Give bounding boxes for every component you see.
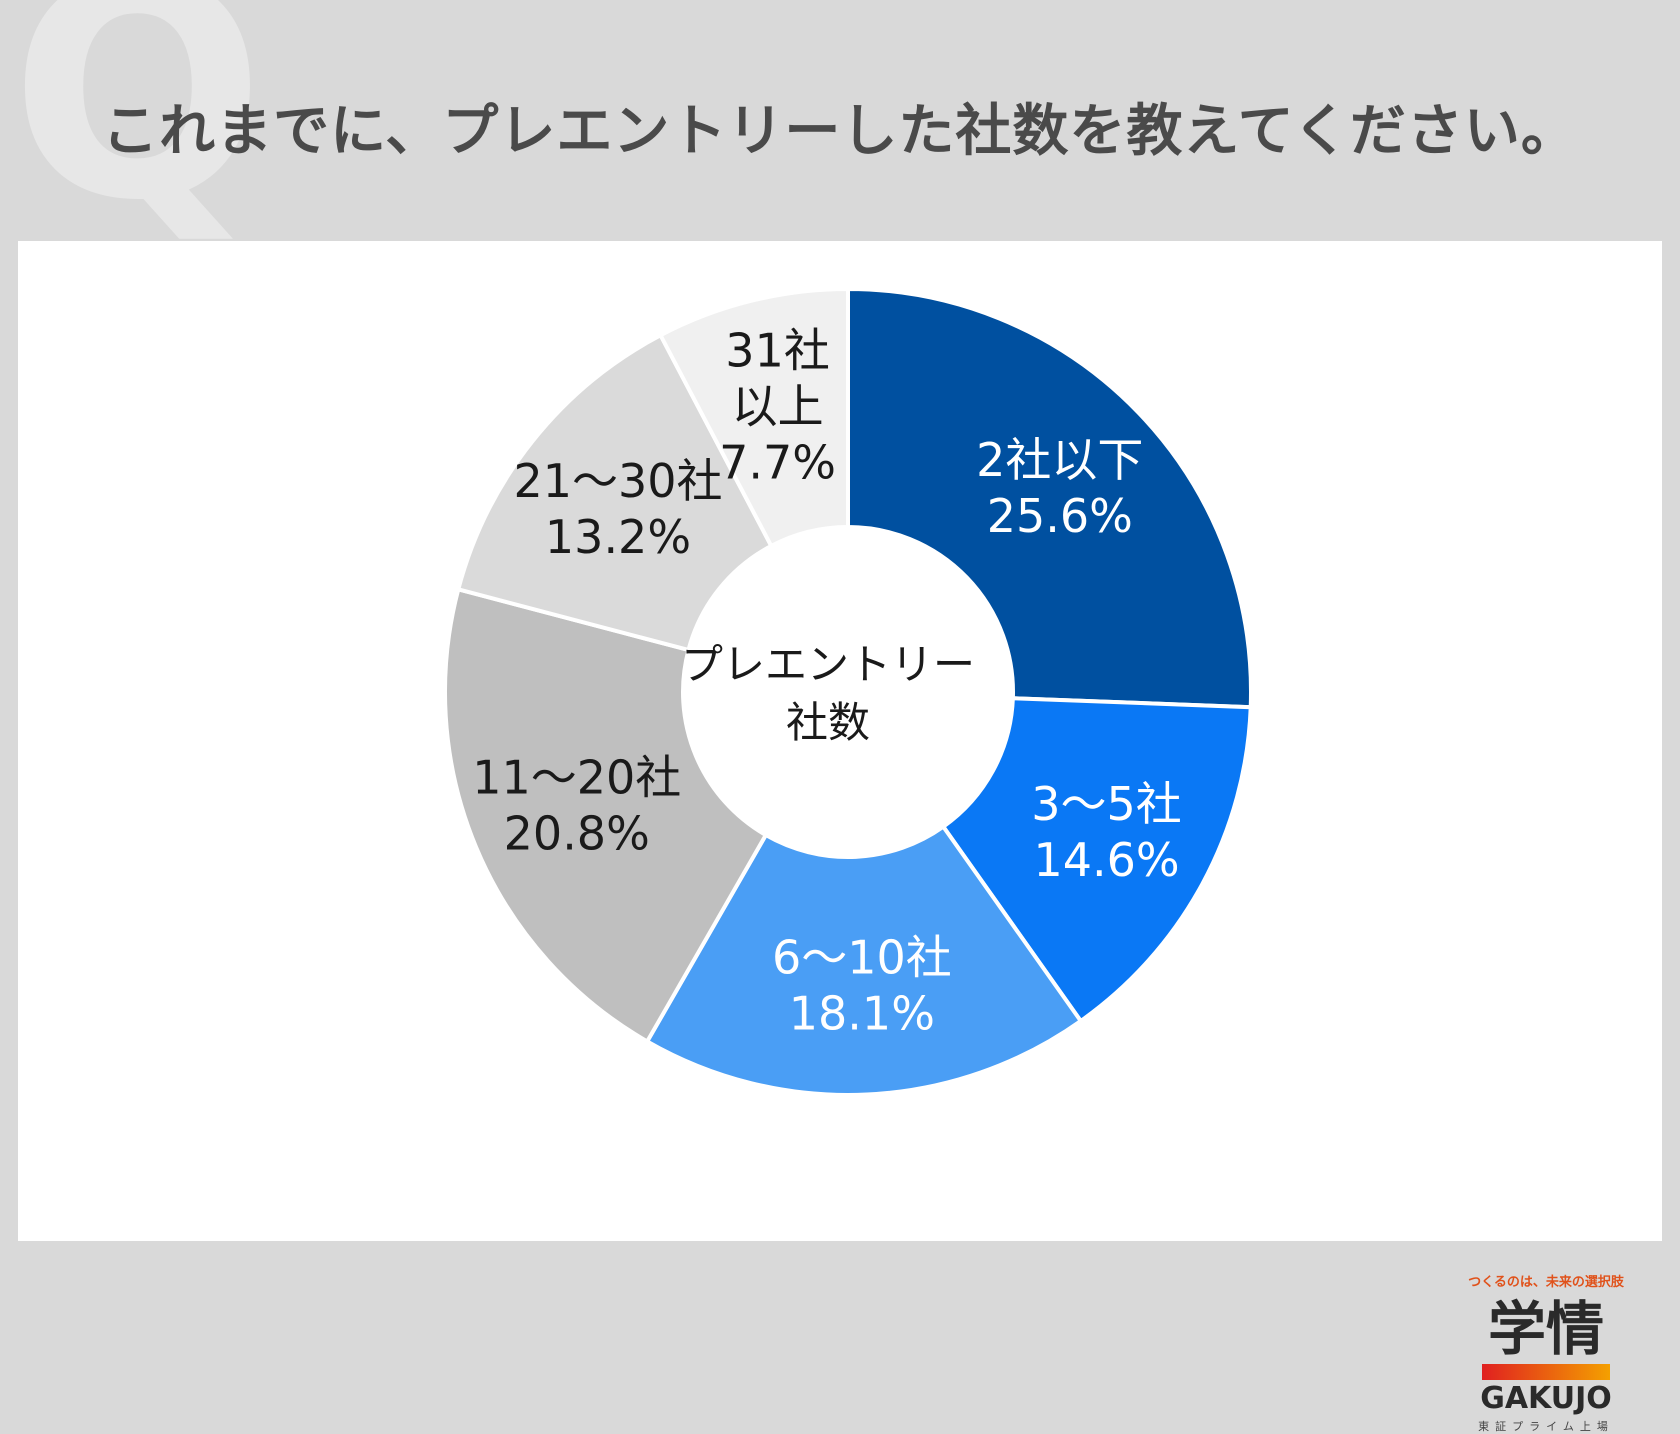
brand-mark: 学情 (1487, 1295, 1604, 1363)
q-watermark: Q (10, 0, 266, 266)
brand-tagline: つくるのは、未来の選択肢 (1468, 1275, 1624, 1290)
brand-bar (1482, 1364, 1610, 1380)
slice-4 (455, 332, 774, 653)
chart-panel: 2社以下 25.6% 3〜5社 14.6% 6〜10社 18.1% 11〜20社 20.8% 2… (18, 241, 1662, 1433)
gakujo-logo: つくるのは、未来の選択肢 学情 GAKUJO 東証プライム上場 (1456, 1271, 1636, 1434)
slice-0 (846, 286, 1253, 710)
slice-label-3: 11〜20社 20.8% (472, 750, 681, 860)
center-label: プレエントリー社数 (681, 640, 975, 747)
slice-label-2: 6〜10社 18.1% (772, 931, 952, 1041)
question-title: これまでに、プレエントリーした社数を教えてください。 (102, 99, 1578, 164)
brand-sub: 東証プライム上場 (1478, 1420, 1614, 1433)
slice-label-1: 3〜5社 14.6% (1031, 777, 1182, 887)
brand-name: GAKUJO (1480, 1381, 1612, 1416)
donut-chart: 2社以下 25.6% 3〜5社 14.6% 6〜10社 18.1% 11〜20社 20.8% 2… (443, 286, 1253, 1097)
slice-1 (940, 696, 1253, 1024)
slice-3 (443, 586, 769, 1045)
slice-label-4: 21〜30社 13.2% (513, 454, 722, 564)
slice-label-5: 31社以上 7.7% (719, 324, 836, 490)
slice-5 (657, 286, 850, 549)
slice-label-0: 2社以下 25.6% (976, 433, 1143, 543)
slice-2 (644, 823, 1084, 1097)
